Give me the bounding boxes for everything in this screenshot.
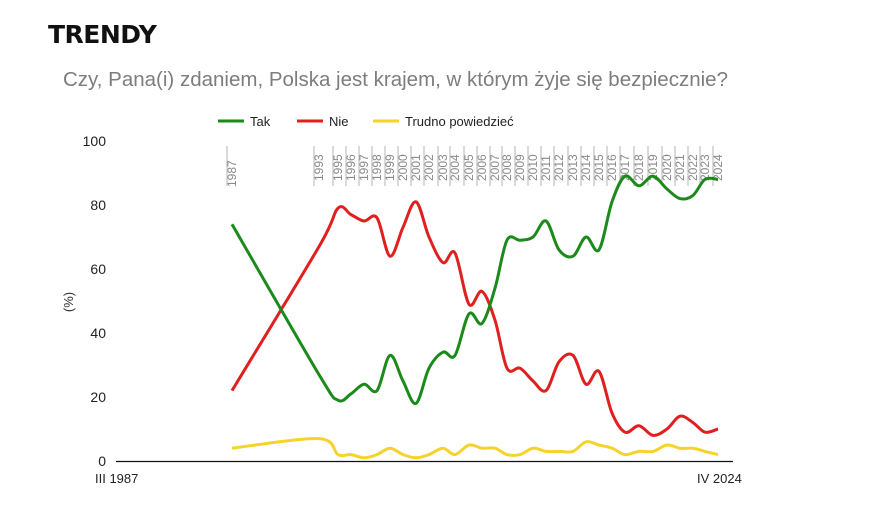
y-tick-label: 20 <box>90 389 106 405</box>
year-tick-label: 2017 <box>618 154 632 181</box>
year-tick-label: 2012 <box>552 154 566 181</box>
year-tick-label: 2011 <box>539 155 553 181</box>
x-start-label: III 1987 <box>95 471 138 486</box>
series-line-tak <box>230 174 719 405</box>
year-tick-label: 2003 <box>436 154 450 181</box>
year-tick-label: 1995 <box>331 154 345 181</box>
chart-question: Czy, Pana(i) zdaniem, Polska jest krajem… <box>63 68 728 91</box>
year-tick-label: 2018 <box>632 154 646 181</box>
year-tick-label: 2023 <box>698 154 712 181</box>
y-tick-label: 0 <box>98 453 106 469</box>
year-tick-label: 2004 <box>448 154 462 181</box>
year-tick-label: 2013 <box>566 154 580 181</box>
year-tick-label: 1993 <box>312 154 326 181</box>
year-tick-label: 2001 <box>409 154 423 181</box>
year-tick-label: 2010 <box>526 154 540 181</box>
y-tick-label: 60 <box>90 261 106 277</box>
year-tick-label: 2019 <box>646 154 660 181</box>
y-tick-label: 80 <box>90 197 106 213</box>
year-tick-label: 2008 <box>500 154 514 181</box>
legend-label: Tak <box>250 114 271 129</box>
year-tick-label: 2020 <box>660 154 674 181</box>
year-tick-label: 2022 <box>686 154 700 181</box>
year-tick-label: 2000 <box>396 154 410 181</box>
year-tick-label: 2002 <box>422 154 436 181</box>
y-axis-label: (%) <box>61 292 76 312</box>
year-tick-label: 1997 <box>357 154 371 181</box>
year-tick-label: 2016 <box>605 154 619 181</box>
year-tick-label: 2007 <box>488 154 502 181</box>
year-tick-label: 1998 <box>370 154 384 181</box>
year-tick-label: 2024 <box>711 154 725 181</box>
legend-label: Trudno powiedzieć <box>405 114 514 129</box>
year-tick-label: 1996 <box>344 154 358 181</box>
year-tick-label: 2014 <box>579 154 593 181</box>
year-tick-label: 2021 <box>673 154 687 181</box>
y-tick-label: 100 <box>83 133 107 149</box>
legend-label: Nie <box>329 114 349 129</box>
year-tick-label: 1999 <box>383 154 397 181</box>
x-end-label: IV 2024 <box>697 471 742 486</box>
series-line-nie <box>230 200 719 437</box>
year-tick-label: 2015 <box>592 154 606 181</box>
year-tick-label: 2009 <box>513 154 527 181</box>
y-tick-label: 40 <box>90 325 106 341</box>
section-title: TRENDY <box>48 20 157 49</box>
series-line-trudno-powiedzieć <box>231 437 719 460</box>
year-tick-label: 2006 <box>475 154 489 181</box>
year-tick-label: 2005 <box>462 154 476 181</box>
year-tick-label: 1987 <box>225 160 239 187</box>
